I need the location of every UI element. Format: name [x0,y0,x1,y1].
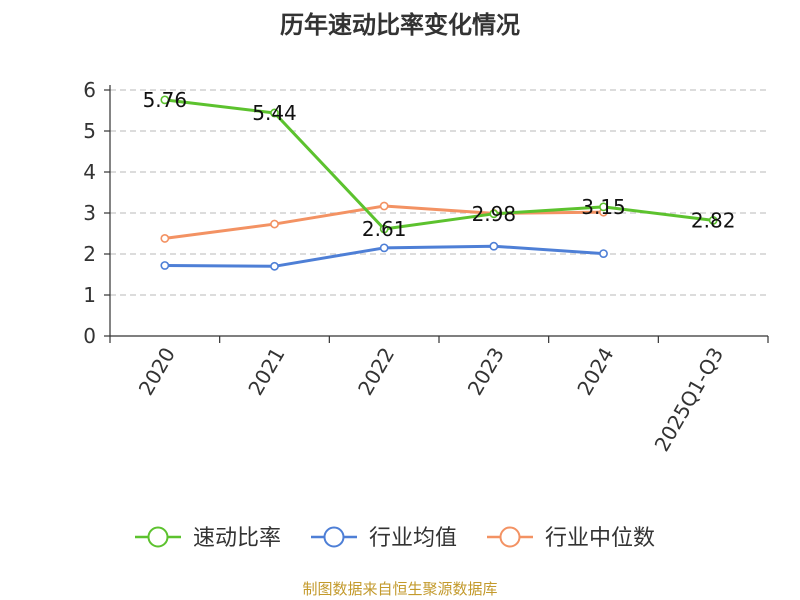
data-point [489,241,499,251]
x-tick-label: 2020 [134,343,180,399]
x-tick-label: 2025Q1-Q3 [650,343,729,455]
data-point [379,224,389,234]
legend-label: 行业均值 [369,526,457,551]
data-point [599,202,608,212]
data-label: 5.76 [143,88,188,112]
series-line [164,98,714,231]
y-tick-label: 5 [83,119,96,143]
data-point [708,215,718,225]
data-point [489,209,499,219]
data-label: 2.61 [362,217,407,241]
data-point [599,249,608,258]
data-point [379,243,389,253]
y-tick-label: 4 [83,160,96,184]
data-label: 2.82 [691,208,736,232]
data-point [270,261,279,271]
x-tick-label: 2022 [353,343,399,399]
y-tick-label: 6 [83,78,96,102]
legend-marker [323,526,345,548]
y-tick-label: 2 [83,242,96,266]
x-tick-label: 2021 [243,343,289,399]
data-point [270,108,279,118]
series-lines [160,95,718,271]
source-note: 制图数据来自恒生聚源数据库 [302,580,497,598]
data-label: 2.98 [472,202,517,226]
data-point [270,219,279,229]
legend-marker [147,526,169,548]
y-tick-label: 0 [83,324,96,348]
data-point [160,234,170,243]
y-tick-label: 1 [83,283,96,307]
data-point [160,95,170,105]
data-labels: 5.76 5.44 2.61 2.98 3.15 2.82 [143,88,736,241]
legend-label: 行业中位数 [545,526,655,551]
legend: 速动比率 行业均值 行业中位数 [135,526,655,551]
chart-title: 历年速动比率变化情况 [280,11,520,39]
data-point [160,261,170,270]
x-tick-label: 2024 [572,343,618,399]
data-label: 3.15 [581,195,626,219]
y-tick-label: 3 [83,201,96,225]
legend-label: 速动比率 [193,526,281,551]
data-point [379,201,389,211]
legend-marker [499,526,521,548]
data-label: 5.44 [252,101,297,125]
grid-lines [110,89,768,296]
x-tick-label: 2023 [463,343,509,399]
